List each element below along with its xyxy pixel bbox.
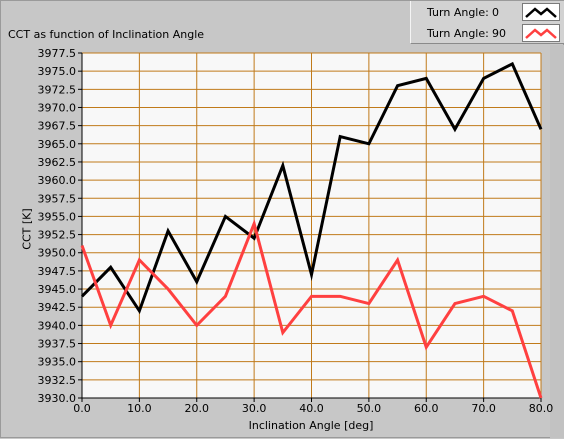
y-tick-label: 3940.0 [38,319,77,332]
y-tick-label: 3955.0 [38,210,77,223]
y-tick-label: 3942.5 [38,301,77,314]
x-tick-label: 20.0 [185,402,210,415]
legend: Turn Angle: 0 Turn Angle: 90 [410,1,564,44]
series-line-0 [80,61,543,315]
x-tick-label: 30.0 [242,402,267,415]
y-tick-label: 3965.0 [38,138,77,151]
y-tick-label: 3967.5 [38,120,77,133]
y-tick-label: 3972.5 [38,83,77,96]
y-tick-label: 3937.5 [38,338,77,351]
y-tick-label: 3975.0 [38,65,77,78]
x-tick-label: 10.0 [127,402,152,415]
legend-label: Turn Angle: [427,6,489,19]
legend-item-series-0: Turn Angle: 0 [411,2,564,23]
x-axis-label: Inclination Angle [deg] [248,419,374,432]
y-tick-label: 3945.0 [38,283,77,296]
y-tick-label: 3970.0 [38,101,77,114]
legend-swatch-line-icon [525,28,557,39]
legend-swatch-black[interactable] [522,3,560,21]
x-tick-label: 50.0 [357,402,382,415]
y-tick-label: 3957.5 [38,192,77,205]
legend-value: 0 [492,6,499,19]
legend-swatch-red[interactable] [522,24,560,42]
series-line-1 [80,218,543,399]
y-tick-label: 3977.5 [38,47,77,60]
chart-title: CCT as function of Inclination Angle [8,28,205,41]
y-tick-label: 3960.0 [38,174,77,187]
legend-label: Turn Angle: [427,27,489,40]
legend-value: 90 [492,27,506,40]
x-tick-label: 60.0 [414,402,439,415]
y-tick-label: 3950.0 [38,247,77,260]
y-tick-label: 3947.5 [38,265,77,278]
x-tick-label: 80.0 [529,402,554,415]
legend-item-series-1: Turn Angle: 90 [411,23,564,44]
right-margin-strip [550,45,564,438]
y-tick-label: 3932.5 [38,374,77,387]
x-tick-label: 40.0 [299,402,324,415]
x-tick-label: 70.0 [471,402,496,415]
y-axis-label: CCT [K] [20,208,34,250]
y-tick-label: 3935.0 [38,356,77,369]
y-tick-label: 3930.0 [38,392,77,405]
legend-swatch-line-icon [525,7,557,18]
y-tick-label: 3952.5 [38,229,77,242]
y-tick-label: 3962.5 [38,156,77,169]
x-tick-label: 0.0 [73,402,91,415]
